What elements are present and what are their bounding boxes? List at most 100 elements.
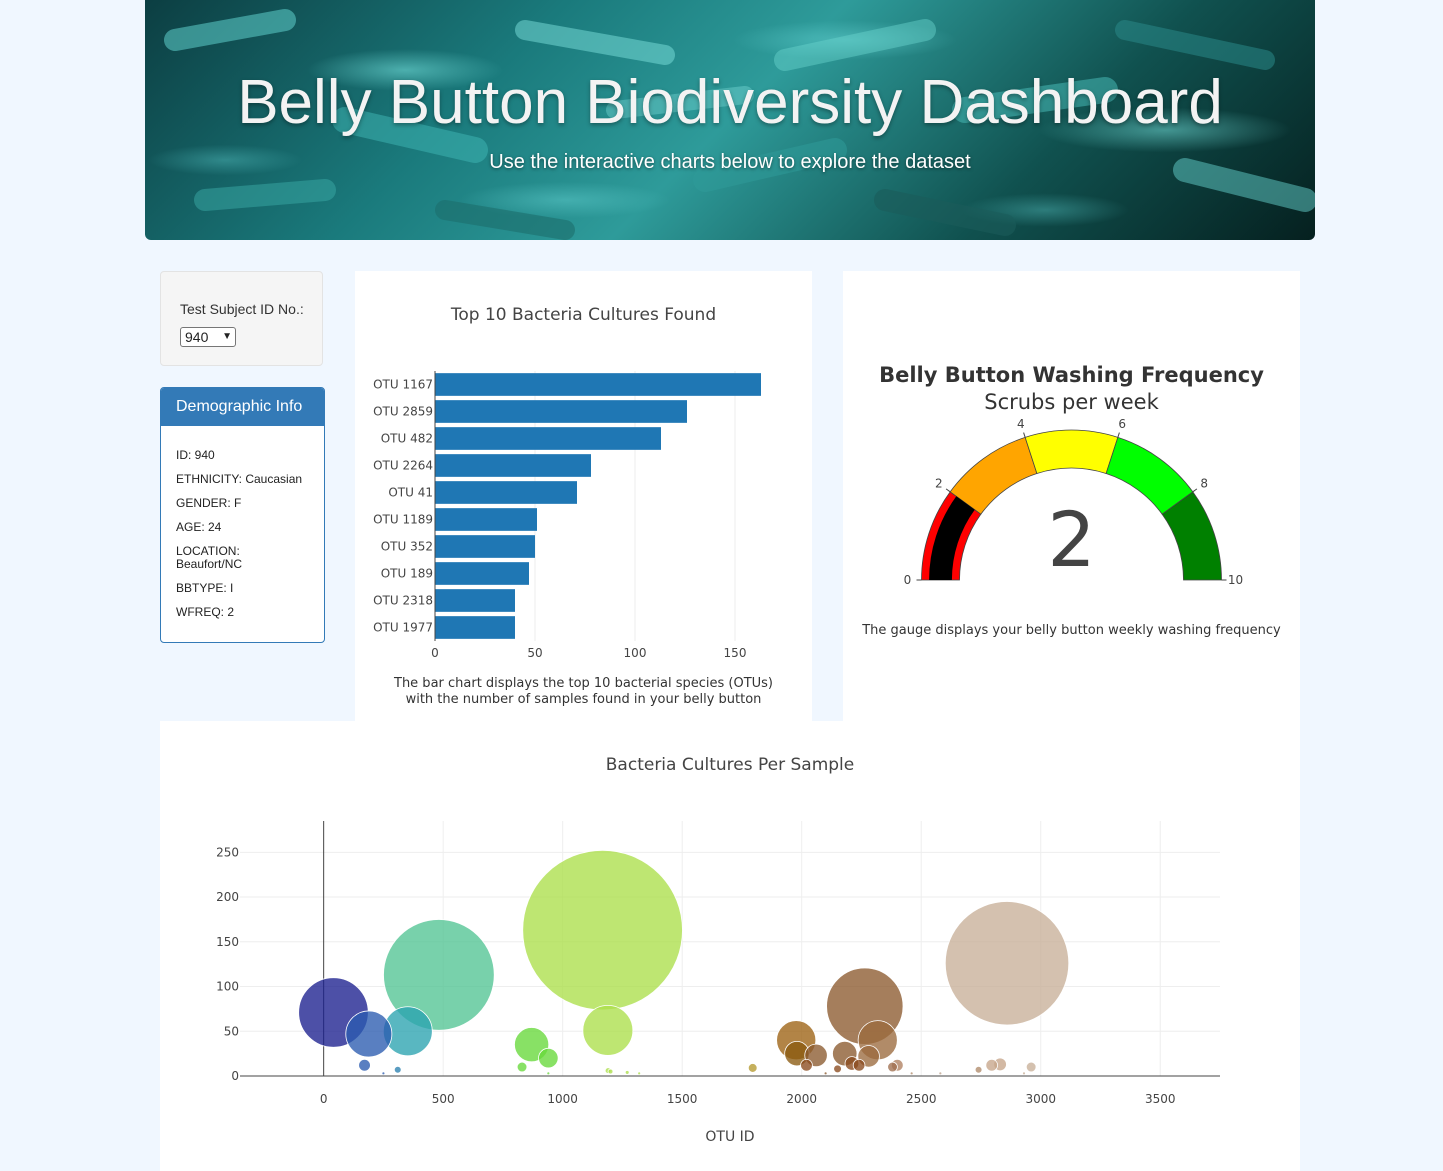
bar — [435, 373, 761, 396]
gauge-tick — [1192, 488, 1198, 493]
gauge-value-bar — [929, 496, 975, 580]
bar — [435, 535, 535, 558]
bar-y-tick-label: OTU 2859 — [373, 405, 433, 419]
bar — [435, 616, 515, 639]
gauge-value-number: 2 — [1047, 495, 1095, 584]
demo-wfreq: WFREQ: 2 — [176, 605, 235, 619]
bubble-chart-card: Bacteria Cultures Per Sample 0 500 1000 150… — [160, 721, 1300, 1171]
bar — [435, 508, 537, 531]
bubble-point — [887, 1061, 898, 1073]
bar — [435, 427, 661, 450]
bar-y-tick-label: OTU 482 — [381, 432, 433, 446]
bubble-x-tick-label: 1000 — [547, 1092, 578, 1106]
gauge-title: Belly Button Washing Frequency — [879, 363, 1264, 387]
gauge-tick-label: 0 — [904, 573, 912, 587]
bar-y-tick-label: OTU 1977 — [373, 621, 433, 635]
bubble-point — [516, 1061, 528, 1073]
demo-bbtype: BBTYPE: I — [176, 581, 234, 595]
gauge-tick-label: 4 — [1017, 417, 1025, 431]
bubble-point — [582, 1004, 634, 1056]
bar-chart-caption: The bar chart displays the top 10 bacter… — [355, 676, 812, 708]
bacteria-background-image — [164, 9, 1315, 240]
demographic-panel-heading: Demographic Info — [161, 388, 324, 426]
bubble-point — [546, 1071, 551, 1076]
page-title: Belly Button Biodiversity Dashboard — [237, 68, 1223, 137]
demographic-panel: Demographic Info ID: 940 ETHNICITY: Cauc… — [160, 387, 325, 643]
gauge-step — [1024, 429, 1119, 474]
bubble-point — [607, 1068, 614, 1075]
bubble-x-tick-label: 2000 — [786, 1092, 817, 1106]
bar — [435, 562, 529, 585]
demo-ethnicity: ETHNICITY: Caucasian — [176, 472, 303, 486]
bubble-chart-title: Bacteria Cultures Per Sample — [605, 755, 855, 775]
bar — [435, 400, 687, 423]
bubble-point — [938, 1071, 943, 1076]
bubble-point — [974, 1065, 983, 1074]
gauge-tick-label: 6 — [1118, 417, 1126, 431]
bubble-x-tick-label: 1500 — [667, 1092, 698, 1106]
gauge-tick — [1023, 432, 1026, 438]
bubble-point — [909, 1071, 914, 1076]
bar — [435, 589, 515, 612]
bubble-x-tick-label: 3000 — [1025, 1092, 1056, 1106]
gauge-subtitle: Scrubs per week — [984, 390, 1159, 414]
gauge-chart[interactable]: 0 2 4 6 8 10 2 — [843, 271, 1300, 611]
bubble-point — [393, 1065, 402, 1074]
chevron-down-icon: ▼ — [222, 331, 232, 342]
bubble-y-tick-label: 50 — [224, 1024, 239, 1038]
gauge-tick-label: 10 — [1228, 573, 1243, 587]
bubble-point — [522, 849, 683, 1011]
bubble-point — [747, 1063, 758, 1073]
bar-y-tick-label: OTU 189 — [381, 567, 433, 581]
gauge-tick — [1117, 432, 1120, 438]
bar-chart-card: Top 10 Bacteria Cultures Found 0 50 100 150… — [355, 271, 812, 721]
bubble-x-tick-label: 0 — [320, 1092, 328, 1106]
subject-selector-well: Test Subject ID No.: 940 ▼ — [160, 271, 323, 366]
bubble-point — [1025, 1061, 1037, 1073]
header-banner: Belly Button Biodiversity Dashboard Use … — [145, 0, 1315, 240]
bubble-point — [823, 1071, 828, 1076]
gauge-tick-label: 2 — [935, 477, 943, 491]
bubble-x-tick-label: 2500 — [906, 1092, 937, 1106]
demo-id: ID: 940 — [176, 448, 215, 462]
bar-chart-title: Top 10 Bacteria Cultures Found — [450, 305, 717, 325]
demographic-info-list: ID: 940 ETHNICITY: Caucasian GENDER: F A… — [161, 426, 324, 619]
gauge-caption: The gauge displays your belly button wee… — [862, 623, 1281, 638]
bubble-point — [345, 1010, 393, 1058]
bubble-y-tick-label: 200 — [216, 890, 239, 904]
bar-y-tick-label: OTU 2318 — [373, 594, 433, 608]
bubble-point — [637, 1071, 642, 1076]
bubble-point — [852, 1058, 866, 1072]
demo-gender: GENDER: F — [176, 496, 242, 510]
demo-age: AGE: 24 — [176, 520, 222, 534]
bar-caption-line-2: with the number of samples found in your… — [405, 692, 762, 707]
bubble-point — [358, 1058, 371, 1072]
bar — [435, 481, 577, 504]
gauge-tick-label: 8 — [1200, 477, 1208, 491]
bubble-point — [944, 901, 1070, 1026]
bar — [435, 454, 591, 477]
gauge-tick — [945, 488, 951, 493]
bubble-point — [383, 919, 495, 1031]
bubble-x-tick-label: 3500 — [1145, 1092, 1176, 1106]
bar-x-tick-label: 50 — [527, 646, 542, 660]
bar-chart[interactable]: 0 50 100 150 OTU 1167 OTU 2859 OTU 482 OTU 2264… — [355, 271, 812, 671]
bubble-chart[interactable]: 0 500 1000 1500 2000 2500 3000 3500 0 50 100 150 200… — [160, 721, 1300, 1171]
bar-x-tick-label: 150 — [724, 646, 747, 660]
bubble-point — [985, 1058, 999, 1072]
demo-location: LOCATION: Beaufort/NC — [176, 544, 243, 571]
bar-y-tick-label: OTU 352 — [381, 540, 433, 554]
bar-y-tick-label: OTU 2264 — [373, 459, 433, 473]
bar-y-tick-label: OTU 1167 — [373, 378, 433, 392]
subject-id-dropdown[interactable]: 940 ▼ — [180, 327, 236, 347]
bubble-point — [800, 1058, 813, 1072]
bubble-point — [381, 1071, 386, 1076]
bubble-point — [624, 1070, 630, 1075]
bubble-y-tick-label: 0 — [231, 1069, 239, 1083]
bar-y-tick-label: OTU 41 — [388, 486, 433, 500]
subject-id-selected-value: 940 — [185, 329, 209, 345]
bar-x-tick-label: 0 — [431, 646, 439, 660]
page-subtitle: Use the interactive charts below to expl… — [489, 151, 971, 173]
gauge-chart-card: Belly Button Washing Frequency Scrubs pe… — [843, 271, 1300, 721]
bar-y-tick-label: OTU 1189 — [373, 513, 433, 527]
